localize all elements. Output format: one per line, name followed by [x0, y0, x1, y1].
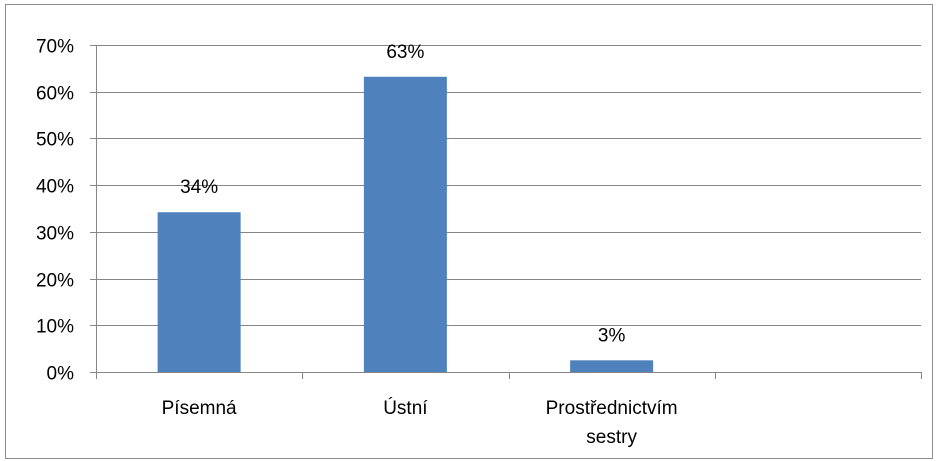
y-tick-label: 70% [36, 37, 74, 58]
y-tick-label: 10% [36, 317, 74, 338]
y-tick-label: 60% [36, 84, 74, 105]
y-tick-label: 20% [36, 271, 74, 292]
y-tick-label: 30% [36, 224, 74, 245]
x-tick-label: Písemná [162, 398, 237, 419]
x-tick-label: Prostřednictvím [546, 398, 678, 419]
bar [570, 360, 654, 372]
bar [157, 212, 241, 372]
data-label: 3% [598, 325, 626, 346]
x-tick-label: sestry [586, 427, 637, 448]
y-tick-label: 0% [47, 364, 75, 385]
y-tick-label: 40% [36, 177, 74, 198]
y-tick-label: 50% [36, 130, 74, 151]
data-label: 63% [386, 42, 424, 63]
data-label: 34% [180, 177, 218, 198]
x-tick-label: Ústní [383, 397, 428, 419]
bar [363, 76, 447, 372]
